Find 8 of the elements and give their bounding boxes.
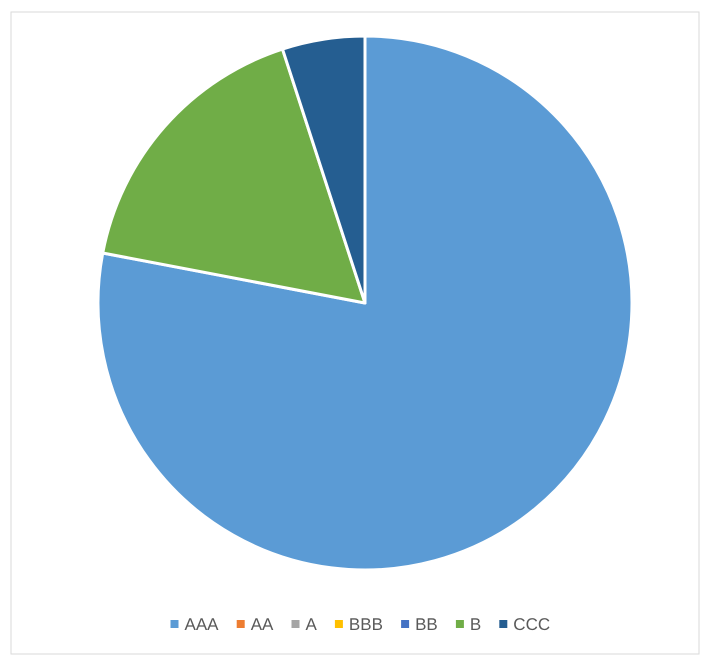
legend-label: CCC [513,614,550,634]
legend-label: B [470,614,482,634]
pie-slice [96,34,634,572]
legend-label: AAA [184,614,220,634]
legend-label: A [306,614,318,634]
legend-label: BBB [348,614,383,634]
legend-label: AA [250,614,274,634]
legend-label: BB [415,614,438,634]
